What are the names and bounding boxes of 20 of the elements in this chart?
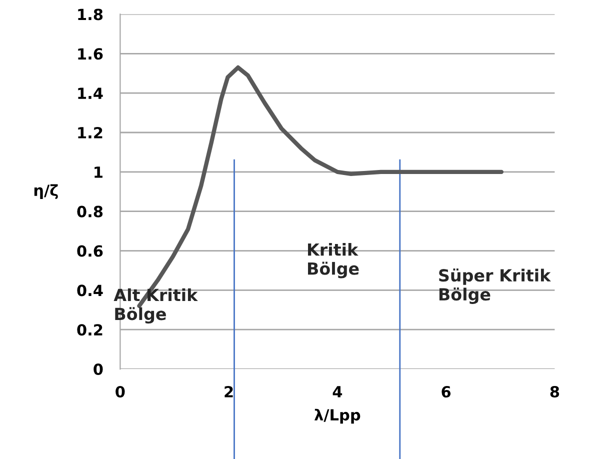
y-tick-label: 0.6 [77,245,103,257]
annotation: Süper Kritik Bölge [439,268,551,304]
y-tick-label: 1.6 [78,48,103,60]
x-tick-label: 6 [442,386,451,398]
y-tick-label: 0.8 [77,206,103,218]
annotation: Kritik Bölge [308,243,359,278]
annotation: Alt Kritik Bölge [114,288,198,324]
y-tick-label: 1.2 [78,126,102,138]
x-tick-label: 2 [224,386,233,398]
y-tick-label: 0.4 [77,284,103,296]
x-tick-label: 8 [550,386,560,398]
x-tick-label: 4 [332,386,342,398]
y-axis-title: η/ζ [34,184,58,200]
y-tick-label: 0.2 [77,324,102,336]
x-tick-label: 0 [116,386,125,398]
y-tick-label: 1.8 [78,8,103,20]
y-tick-label: 1 [94,166,102,178]
y-tick-label: 0 [94,364,103,376]
y-tick-label: 1.4 [78,88,103,99]
x-axis-title: λ/Lpp [314,408,360,424]
